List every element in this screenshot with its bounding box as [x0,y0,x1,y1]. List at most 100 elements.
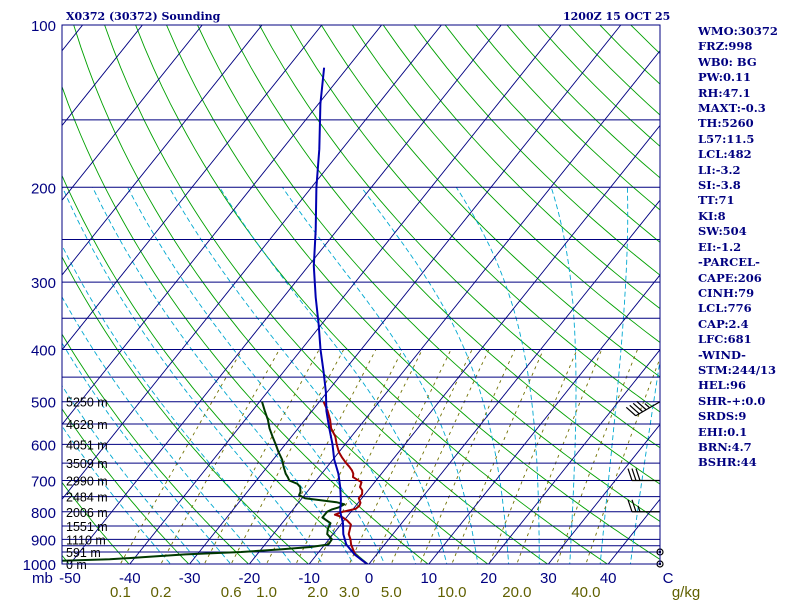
temperature-line [322,401,368,564]
temperature-tick-label: -40 [119,570,141,587]
stat-item: SW:504 [698,224,747,239]
mixing-ratio-line [295,349,404,564]
pressure-tick-label: 700 [31,474,56,491]
dry-adiabat [351,25,660,344]
temperature-tick-label: -50 [59,570,81,587]
temperature-tick-label: C [663,570,674,587]
height-label: 2990 m [66,475,108,489]
parcel-line [312,67,368,564]
mixing-ratio-line [516,349,603,564]
isotherm [248,50,660,564]
stat-item: STM:244/13 [698,362,777,377]
dry-adiabat [62,333,250,564]
temperature-tick-label: -10 [298,570,320,587]
moist-adiabat [550,187,577,564]
pressure-tick-label: 600 [31,437,56,454]
mixing-ratio-tick-label: 1.0 [256,584,277,600]
mixing-ratio-tick-label: 20.0 [502,584,531,600]
mixing-ratio-line [488,349,578,564]
isotherm [62,25,143,127]
moist-adiabat [168,187,417,564]
stat-item: BRN:4.7 [698,439,752,454]
isotherm [189,25,622,564]
isotherm [0,13,32,575]
stat-item: WMO:30372 [698,24,778,38]
isotherm [547,423,660,564]
height-label: 1110 m [66,533,106,547]
mixing-ratio-tick-label: 10.0 [437,584,466,600]
mixing-ratio-line [230,349,345,564]
dry-adiabat [413,25,660,276]
mixing-ratio-tick-label: 40.0 [571,584,600,600]
mixing-ratio-tick-label: 5.0 [381,584,402,600]
pressure-unit-label: mb [32,570,53,587]
pressure-tick-label: 900 [31,532,56,549]
dry-adiabat [62,85,429,564]
dry-adiabat [135,25,609,564]
stat-item: CAP:2.4 [698,316,749,331]
height-label: 0 m [66,558,87,572]
mixing-ratio-tick-label: 0.2 [151,584,172,600]
temperature-tick-label: -30 [179,570,201,587]
height-label: 2006 m [66,506,108,520]
sounding-time: 1200Z 15 OCT 25 [563,10,671,23]
stat-item: HEL:96 [698,378,746,393]
barb-feather [627,499,633,512]
temperature-tick-label: -20 [239,570,261,587]
mixing-ratio-line [372,349,473,564]
moist-adiabat [219,187,448,564]
pressure-tick-label: 300 [31,275,56,292]
dry-adiabat [290,25,660,413]
moist-adiabat [127,187,386,564]
stat-item: LI:-3.2 [698,162,741,177]
moist-adiabat [62,384,202,564]
stat-item: TT:71 [698,193,735,208]
moist-adiabat [62,244,293,564]
pressure-tick-label: 100 [31,18,56,35]
stat-item: -PARCEL- [698,255,760,270]
dry-adiabat [197,25,660,522]
temperature-tick-label: 40 [600,570,617,587]
dry-adiabat [0,25,18,575]
barb-half-feather [637,505,641,512]
mixing-ratio-line [451,349,544,564]
stat-item: FRZ:998 [698,39,753,54]
stat-item: CINH:79 [698,285,755,300]
height-label: 2484 m [66,491,108,505]
isotherm [62,25,263,276]
stat-item: RH:47.1 [698,85,751,100]
stat-item: LCL:776 [698,301,752,316]
wind-barb [627,499,660,513]
stat-item: SRDS:9 [698,409,747,424]
height-label: 4628 m [66,418,108,432]
stat-item: EI:-1.2 [698,239,742,254]
isotherm [62,25,383,426]
moist-adiabat [361,187,510,564]
pressure-tick-label: 200 [31,180,56,197]
mixing-ratio-line [419,349,516,564]
isotherm [368,199,660,564]
mixing-ratio-line [556,349,638,564]
stat-item: L57:11.5 [698,131,755,146]
barb-feather [632,402,644,413]
moist-adiabat [455,187,540,564]
mixing-ratio-line [390,349,490,564]
dry-adiabat [166,25,660,560]
moist-adiabat [629,357,660,564]
mixing-ratio-tick-label: 0.1 [110,584,131,600]
mixing-ratio-line [203,349,320,564]
pressure-tick-label: 400 [31,343,56,360]
stat-item: TH:5260 [698,116,754,131]
mixing-ratio-line [348,349,452,564]
stat-item: MAXT:-0.3 [698,101,766,116]
moist-adiabat [92,187,355,564]
wind-barb [627,468,660,482]
isotherm [62,25,442,500]
pressure-tick-label: 1000 [23,557,56,574]
height-label: 4051 m [66,438,108,452]
stat-item: SI:-3.8 [698,178,741,193]
isotherm [62,25,203,201]
stat-item: EHI:0.1 [698,424,748,439]
dry-adiabat [259,25,660,449]
